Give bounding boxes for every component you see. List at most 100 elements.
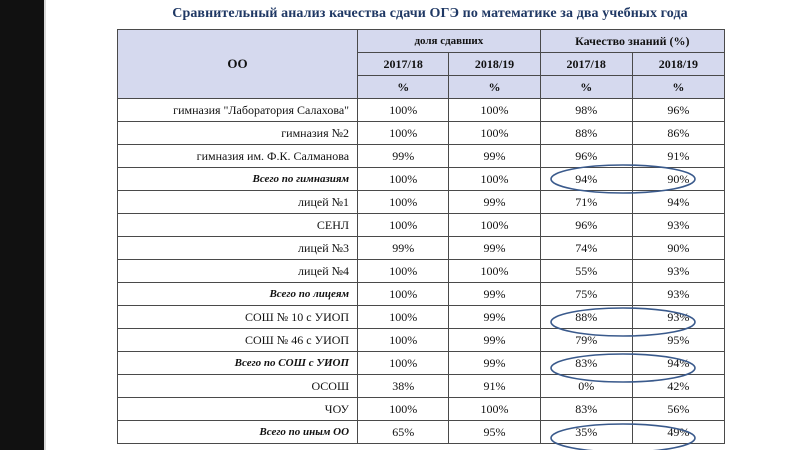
quality-2017-cell: 74%: [539, 236, 633, 260]
share-2017-cell: 100%: [357, 167, 450, 191]
header-quality: Качество знаний (%): [539, 29, 726, 53]
quality-2018-cell: 42%: [631, 374, 726, 398]
table-row: гимназия №2 100% 100% 88% 86%: [116, 121, 726, 145]
total-row: Всего по гимназиям 100% 100% 94% 90%: [116, 167, 726, 191]
quality-2017-cell: 96%: [539, 213, 633, 237]
quality-2018-cell: 86%: [631, 121, 726, 145]
share-2018-cell: 100%: [448, 167, 541, 191]
quality-2017-cell: 71%: [539, 190, 633, 214]
page-title: Сравнительный анализ качества сдачи ОГЭ …: [172, 6, 688, 21]
header-quality-year2: 2018/19: [631, 52, 726, 76]
quality-2018-cell: 96%: [631, 98, 726, 122]
header-unit: %: [631, 75, 726, 99]
quality-2018-cell: 91%: [631, 144, 726, 168]
name-cell: Всего по гимназиям: [116, 167, 359, 191]
quality-2018-cell: 93%: [631, 305, 726, 329]
header-unit: %: [448, 75, 541, 99]
share-2017-cell: 65%: [357, 420, 450, 444]
quality-2017-cell: 83%: [539, 397, 633, 421]
share-2017-cell: 38%: [357, 374, 450, 398]
share-2018-cell: 99%: [448, 144, 541, 168]
total-row: Всего по лицеям 100% 99% 75% 93%: [116, 282, 726, 306]
header-share: доля сдавших: [357, 29, 541, 53]
share-2017-cell: 100%: [357, 98, 450, 122]
name-cell: Всего по лицеям: [116, 282, 359, 306]
header-oo: ОО: [116, 29, 359, 99]
slide-edge: [44, 0, 46, 450]
quality-2018-cell: 93%: [631, 259, 726, 283]
quality-2018-cell: 90%: [631, 167, 726, 191]
table-row: СОШ № 10 с УИОП 100% 99% 88% 93%: [116, 305, 726, 329]
share-2018-cell: 99%: [448, 328, 541, 352]
left-dark-bar: [0, 0, 44, 450]
total-row: Всего по СОШ с УИОП 100% 99% 83% 94%: [116, 351, 726, 375]
quality-2018-cell: 90%: [631, 236, 726, 260]
share-2017-cell: 99%: [357, 236, 450, 260]
name-cell: гимназия "Лаборатория Салахова": [116, 98, 359, 122]
quality-2018-cell: 95%: [631, 328, 726, 352]
name-cell: Всего по СОШ с УИОП: [116, 351, 359, 375]
share-2017-cell: 100%: [357, 121, 450, 145]
name-cell: гимназия №2: [116, 121, 359, 145]
name-cell: лицей №1: [116, 190, 359, 214]
share-2018-cell: 100%: [448, 98, 541, 122]
results-table: ОО доля сдавших Качество знаний (%) 2017…: [116, 29, 726, 444]
header-unit: %: [539, 75, 633, 99]
share-2018-cell: 100%: [448, 259, 541, 283]
share-2017-cell: 100%: [357, 259, 450, 283]
quality-2018-cell: 94%: [631, 351, 726, 375]
total-row: Всего по иным ОО 65% 95% 35% 49%: [116, 420, 726, 444]
name-cell: СОШ № 46 с УИОП: [116, 328, 359, 352]
header-quality-year1: 2017/18: [539, 52, 633, 76]
name-cell: Всего по иным ОО: [116, 420, 359, 444]
share-2018-cell: 99%: [448, 236, 541, 260]
quality-2018-cell: 94%: [631, 190, 726, 214]
share-2018-cell: 95%: [448, 420, 541, 444]
quality-2017-cell: 94%: [539, 167, 633, 191]
share-2018-cell: 99%: [448, 190, 541, 214]
quality-2017-cell: 35%: [539, 420, 633, 444]
name-cell: лицей №4: [116, 259, 359, 283]
share-2017-cell: 100%: [357, 328, 450, 352]
name-cell: СЕНЛ: [116, 213, 359, 237]
quality-2017-cell: 0%: [539, 374, 633, 398]
share-2017-cell: 100%: [357, 282, 450, 306]
share-2018-cell: 100%: [448, 397, 541, 421]
quality-2017-cell: 79%: [539, 328, 633, 352]
table-row: ЧОУ 100% 100% 83% 56%: [116, 397, 726, 421]
quality-2017-cell: 88%: [539, 305, 633, 329]
share-2017-cell: 100%: [357, 190, 450, 214]
share-2018-cell: 91%: [448, 374, 541, 398]
header-unit: %: [357, 75, 450, 99]
share-2018-cell: 99%: [448, 282, 541, 306]
table-row: гимназия им. Ф.К. Салманова 99% 99% 96% 91%: [116, 144, 726, 168]
table-row: лицей №3 99% 99% 74% 90%: [116, 236, 726, 260]
share-2017-cell: 100%: [357, 397, 450, 421]
share-2018-cell: 100%: [448, 121, 541, 145]
name-cell: лицей №3: [116, 236, 359, 260]
quality-2017-cell: 98%: [539, 98, 633, 122]
header-share-year2: 2018/19: [448, 52, 541, 76]
share-2018-cell: 99%: [448, 351, 541, 375]
table-row: ОСОШ 38% 91% 0% 42%: [116, 374, 726, 398]
table-row: лицей №1 100% 99% 71% 94%: [116, 190, 726, 214]
table-row: СОШ № 46 с УИОП 100% 99% 79% 95%: [116, 328, 726, 352]
quality-2018-cell: 49%: [631, 420, 726, 444]
name-cell: СОШ № 10 с УИОП: [116, 305, 359, 329]
table-row: СЕНЛ 100% 100% 96% 93%: [116, 213, 726, 237]
share-2017-cell: 100%: [357, 305, 450, 329]
table-row: лицей №4 100% 100% 55% 93%: [116, 259, 726, 283]
quality-2017-cell: 55%: [539, 259, 633, 283]
quality-2017-cell: 88%: [539, 121, 633, 145]
quality-2017-cell: 83%: [539, 351, 633, 375]
quality-2018-cell: 56%: [631, 397, 726, 421]
header-row-2: 2017/18 2018/19 2017/18 2018/19: [118, 52, 726, 76]
share-2017-cell: 99%: [357, 144, 450, 168]
name-cell: ЧОУ: [116, 397, 359, 421]
quality-2017-cell: 75%: [539, 282, 633, 306]
share-2017-cell: 100%: [357, 213, 450, 237]
header-share-year1: 2017/18: [357, 52, 450, 76]
quality-2018-cell: 93%: [631, 282, 726, 306]
quality-2017-cell: 96%: [539, 144, 633, 168]
share-2017-cell: 100%: [357, 351, 450, 375]
